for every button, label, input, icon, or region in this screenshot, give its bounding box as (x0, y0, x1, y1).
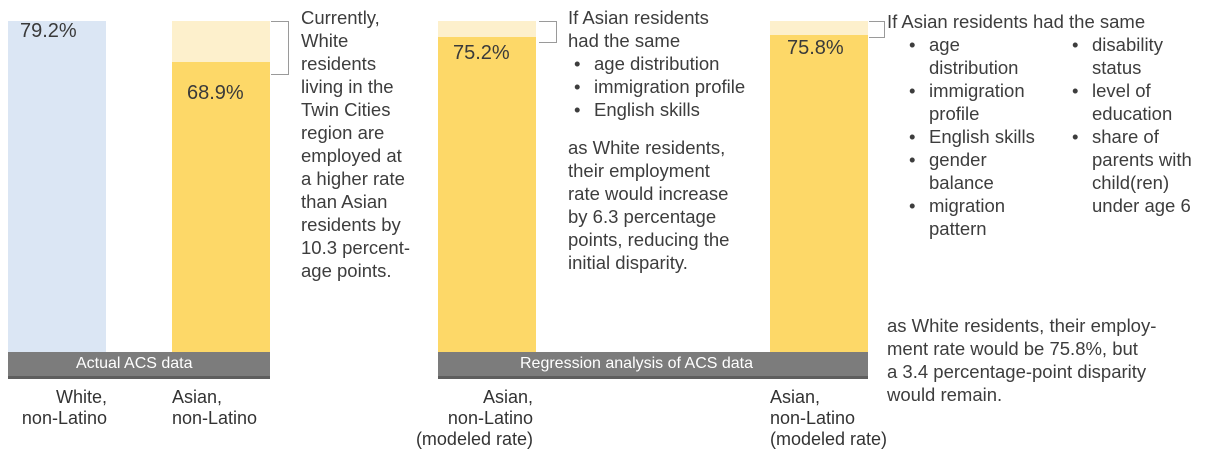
group-band-regression (438, 352, 868, 376)
annotation-model-1: If Asian residents had the same age dist… (568, 6, 778, 274)
annotation-model-2-intro: If Asian residents had the same (887, 11, 1146, 32)
disparity-segment-model-2 (770, 21, 868, 35)
bar-asian-non-latino (172, 62, 270, 377)
value-label-white: 79.2% (20, 20, 77, 42)
list-item: immigration profile (568, 75, 778, 98)
category-label-modeled-2: Asian, non-Latino (modeled rate) (770, 387, 888, 449)
group-band-actual (8, 352, 270, 376)
annotation-model-2-outro: as White residents, their employ- ment r… (887, 315, 1157, 405)
value-label-modeled-2: 75.8% (787, 37, 844, 59)
value-label-asian: 68.9% (187, 82, 244, 104)
group-label-actual: Actual ACS data (76, 355, 193, 372)
disparity-bracket-model-1 (539, 21, 557, 43)
category-label-modeled-1: Asian, non-Latino (modeled rate) (415, 387, 533, 449)
group-band-actual-underline (8, 376, 270, 379)
disparity-bracket-actual (271, 21, 289, 75)
category-label-white: White, non-Latino (21, 387, 107, 428)
disparity-segment-actual (172, 21, 270, 63)
disparity-segment-model-1 (438, 21, 536, 37)
bar-asian-modeled-2 (770, 34, 868, 377)
model-1-factor-list: age distribution immigration profile Eng… (568, 52, 778, 121)
list-item: English skills (903, 125, 1063, 148)
list-item: English skills (568, 98, 778, 121)
bar-white-non-latino (8, 21, 106, 377)
bar-asian-modeled-1 (438, 37, 536, 377)
list-item: age distribution (568, 52, 778, 75)
category-label-asian: Asian, non-Latino (172, 387, 258, 428)
annotation-current-disparity: Currently, White residents living in the… (301, 7, 411, 281)
group-label-regression: Regression analysis of ACS data (520, 355, 754, 372)
disparity-bracket-model-2 (869, 21, 885, 38)
value-label-modeled-1: 75.2% (453, 42, 510, 64)
group-band-regression-underline (438, 376, 868, 379)
